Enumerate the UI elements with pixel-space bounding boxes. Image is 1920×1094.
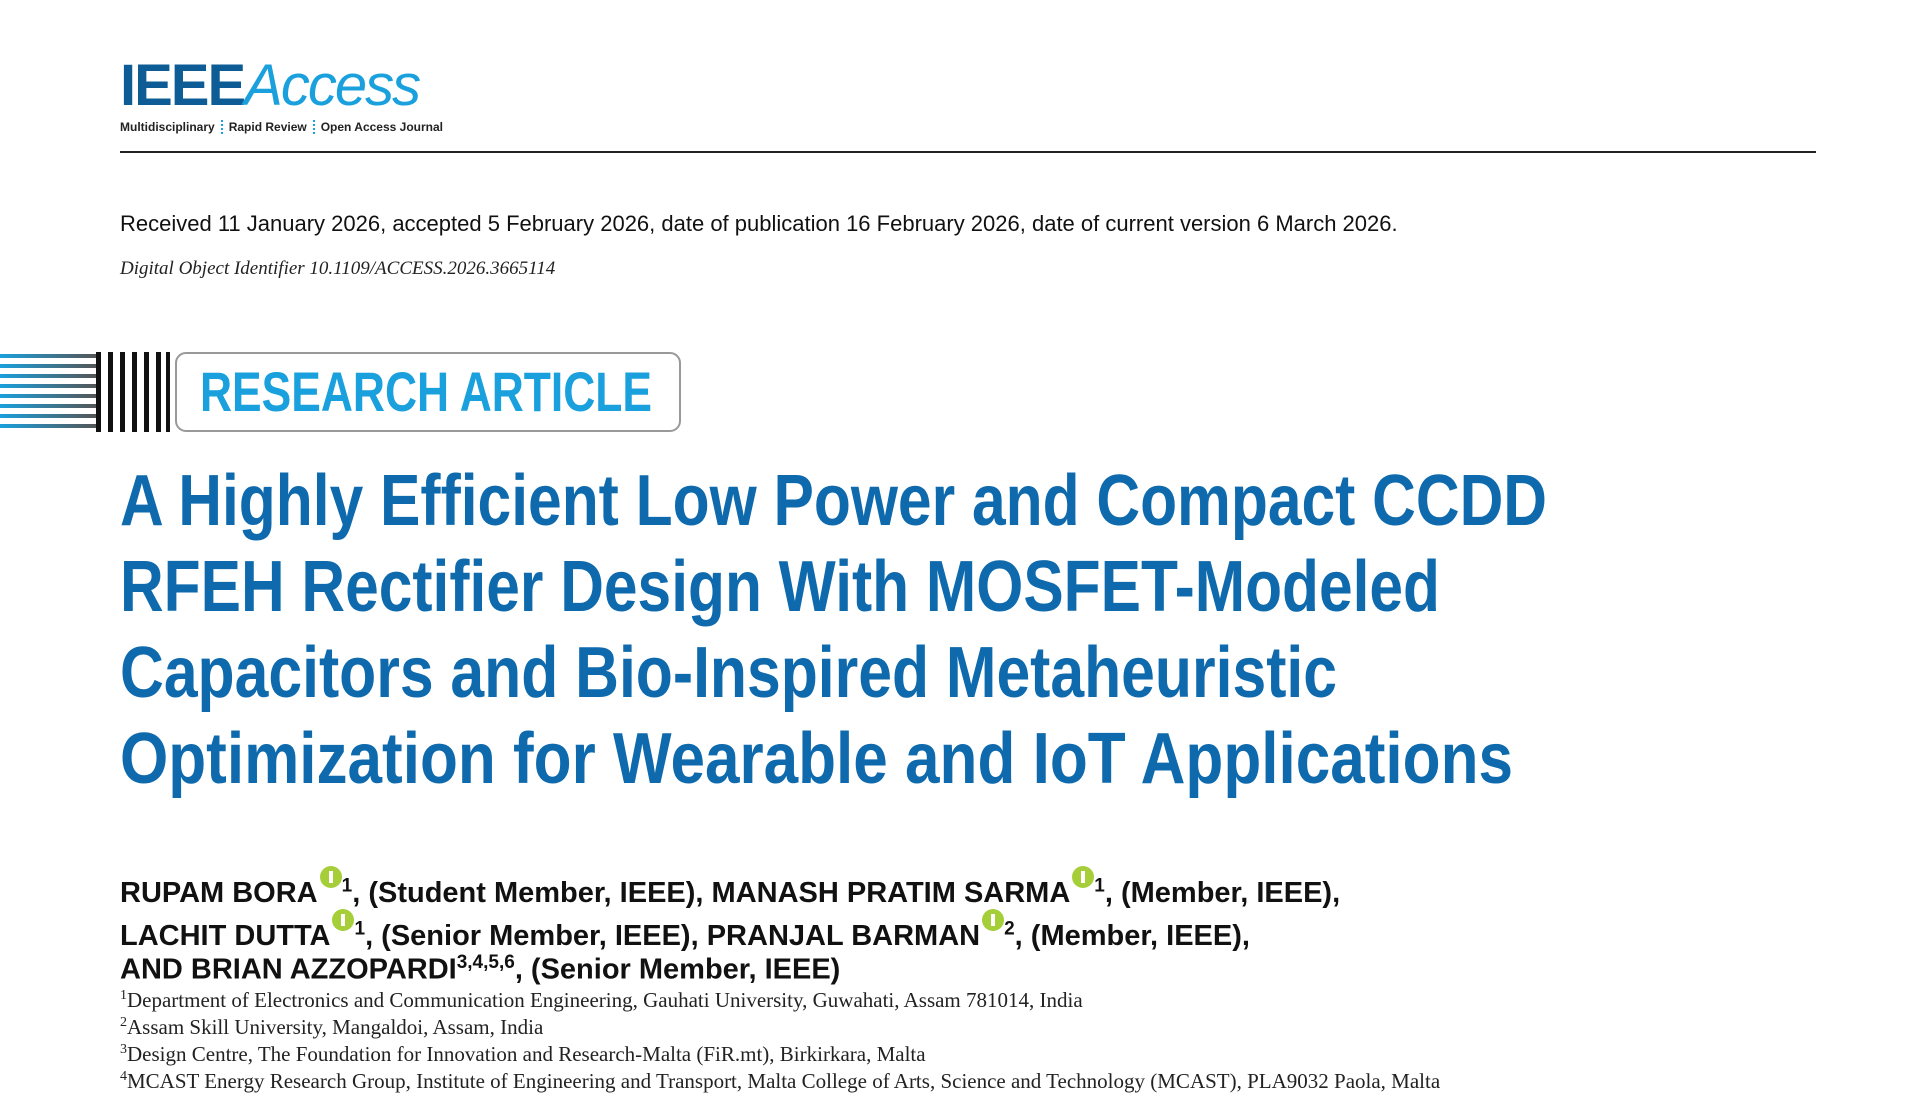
- author-role: , (Member, IEEE),: [1014, 920, 1250, 952]
- orcid-icon: [319, 866, 342, 888]
- author-affiliation: 2: [1004, 918, 1015, 940]
- title-line: Capacitors and Bio-Inspired Metaheuristi…: [120, 633, 1337, 713]
- affiliation-number: 3: [120, 1042, 127, 1057]
- author-role: , (Senior Member, IEEE): [514, 953, 841, 986]
- affiliation: 3Design Centre, The Foundation for Innov…: [120, 1042, 926, 1067]
- banner-stripes: [0, 354, 96, 428]
- title-line: A Highly Efficient Low Power and Compact…: [120, 461, 1547, 541]
- tagline-item: Multidisciplinary: [120, 120, 215, 134]
- affiliation-number: 4: [120, 1069, 127, 1084]
- author-name: LACHIT DUTTA: [120, 920, 331, 952]
- affiliation: 4MCAST Energy Research Group, Institute …: [120, 1069, 1440, 1094]
- banner-box: [175, 352, 681, 432]
- dates: Received 11 January 2026, accepted 5 Feb…: [120, 211, 1398, 236]
- author-role: , (Student Member, IEEE),: [352, 877, 704, 909]
- tagline-item: Rapid Review: [220, 120, 307, 134]
- author-line: RUPAM BORA 1, (Student Member, IEEE), MAN…: [120, 866, 1340, 910]
- affiliation-number: 1: [120, 988, 127, 1003]
- affiliation: 1Department of Electronics and Communica…: [120, 988, 1083, 1013]
- tagline-item: Open Access Journal: [312, 120, 443, 134]
- author-line: AND BRIAN AZZOPARDI3,4,5,6, (Senior Memb…: [120, 952, 840, 987]
- title-line: RFEH Rectifier Design With MOSFET-Modele…: [120, 547, 1440, 627]
- article-label: RESEARCH ARTICLE: [200, 360, 652, 423]
- author-role: , (Senior Member, IEEE),: [365, 920, 699, 952]
- banner-bars: [96, 352, 170, 432]
- title: A Highly Efficient Low Power and Compact…: [120, 461, 1547, 799]
- logo: IEEEAccess: [120, 52, 421, 119]
- rule: [120, 151, 1816, 153]
- affiliation-text: MCAST Energy Research Group, Institute o…: [127, 1069, 1441, 1093]
- affiliation-text: Design Centre, The Foundation for Innova…: [127, 1042, 926, 1066]
- orcid-icon: [982, 909, 1005, 931]
- author-name: RUPAM BORA: [120, 877, 318, 909]
- orcid-icon: [332, 909, 355, 931]
- affiliation-text: Department of Electronics and Communicat…: [127, 988, 1083, 1012]
- title-line: Optimization for Wearable and IoT Applic…: [120, 719, 1513, 799]
- author-name: MANASH PRATIM SARMA: [711, 877, 1071, 909]
- logo-main: IEEE: [120, 53, 246, 118]
- author-role: , (Member, IEEE),: [1104, 877, 1341, 909]
- tagline: Multidisciplinary Rapid Review Open Access…: [120, 120, 443, 134]
- doi: Digital Object Identifier 10.1109/ACCESS…: [120, 258, 556, 279]
- author-line: LACHIT DUTTA 1, (Senior Member, IEEE), PR…: [120, 909, 1250, 953]
- author-name: AND BRIAN AZZOPARDI: [120, 953, 457, 986]
- orcid-icon: [1072, 866, 1095, 888]
- author-name: PRANJAL BARMAN: [706, 920, 981, 952]
- affiliation: 2Assam Skill University, Mangaldoi, Assa…: [120, 1015, 543, 1040]
- author-affiliation: 1: [1094, 875, 1105, 897]
- author-affiliation: 1: [354, 918, 366, 940]
- title-area: RESEARCH ARTICLE: [0, 352, 681, 432]
- author-affiliation: 3,4,5,6: [456, 952, 515, 973]
- author-affiliation: 1: [341, 875, 353, 897]
- affiliation-text: Assam Skill University, Mangaldoi, Assam…: [127, 1015, 544, 1039]
- affiliation-number: 2: [120, 1015, 127, 1030]
- logo-access: Access: [244, 53, 421, 118]
